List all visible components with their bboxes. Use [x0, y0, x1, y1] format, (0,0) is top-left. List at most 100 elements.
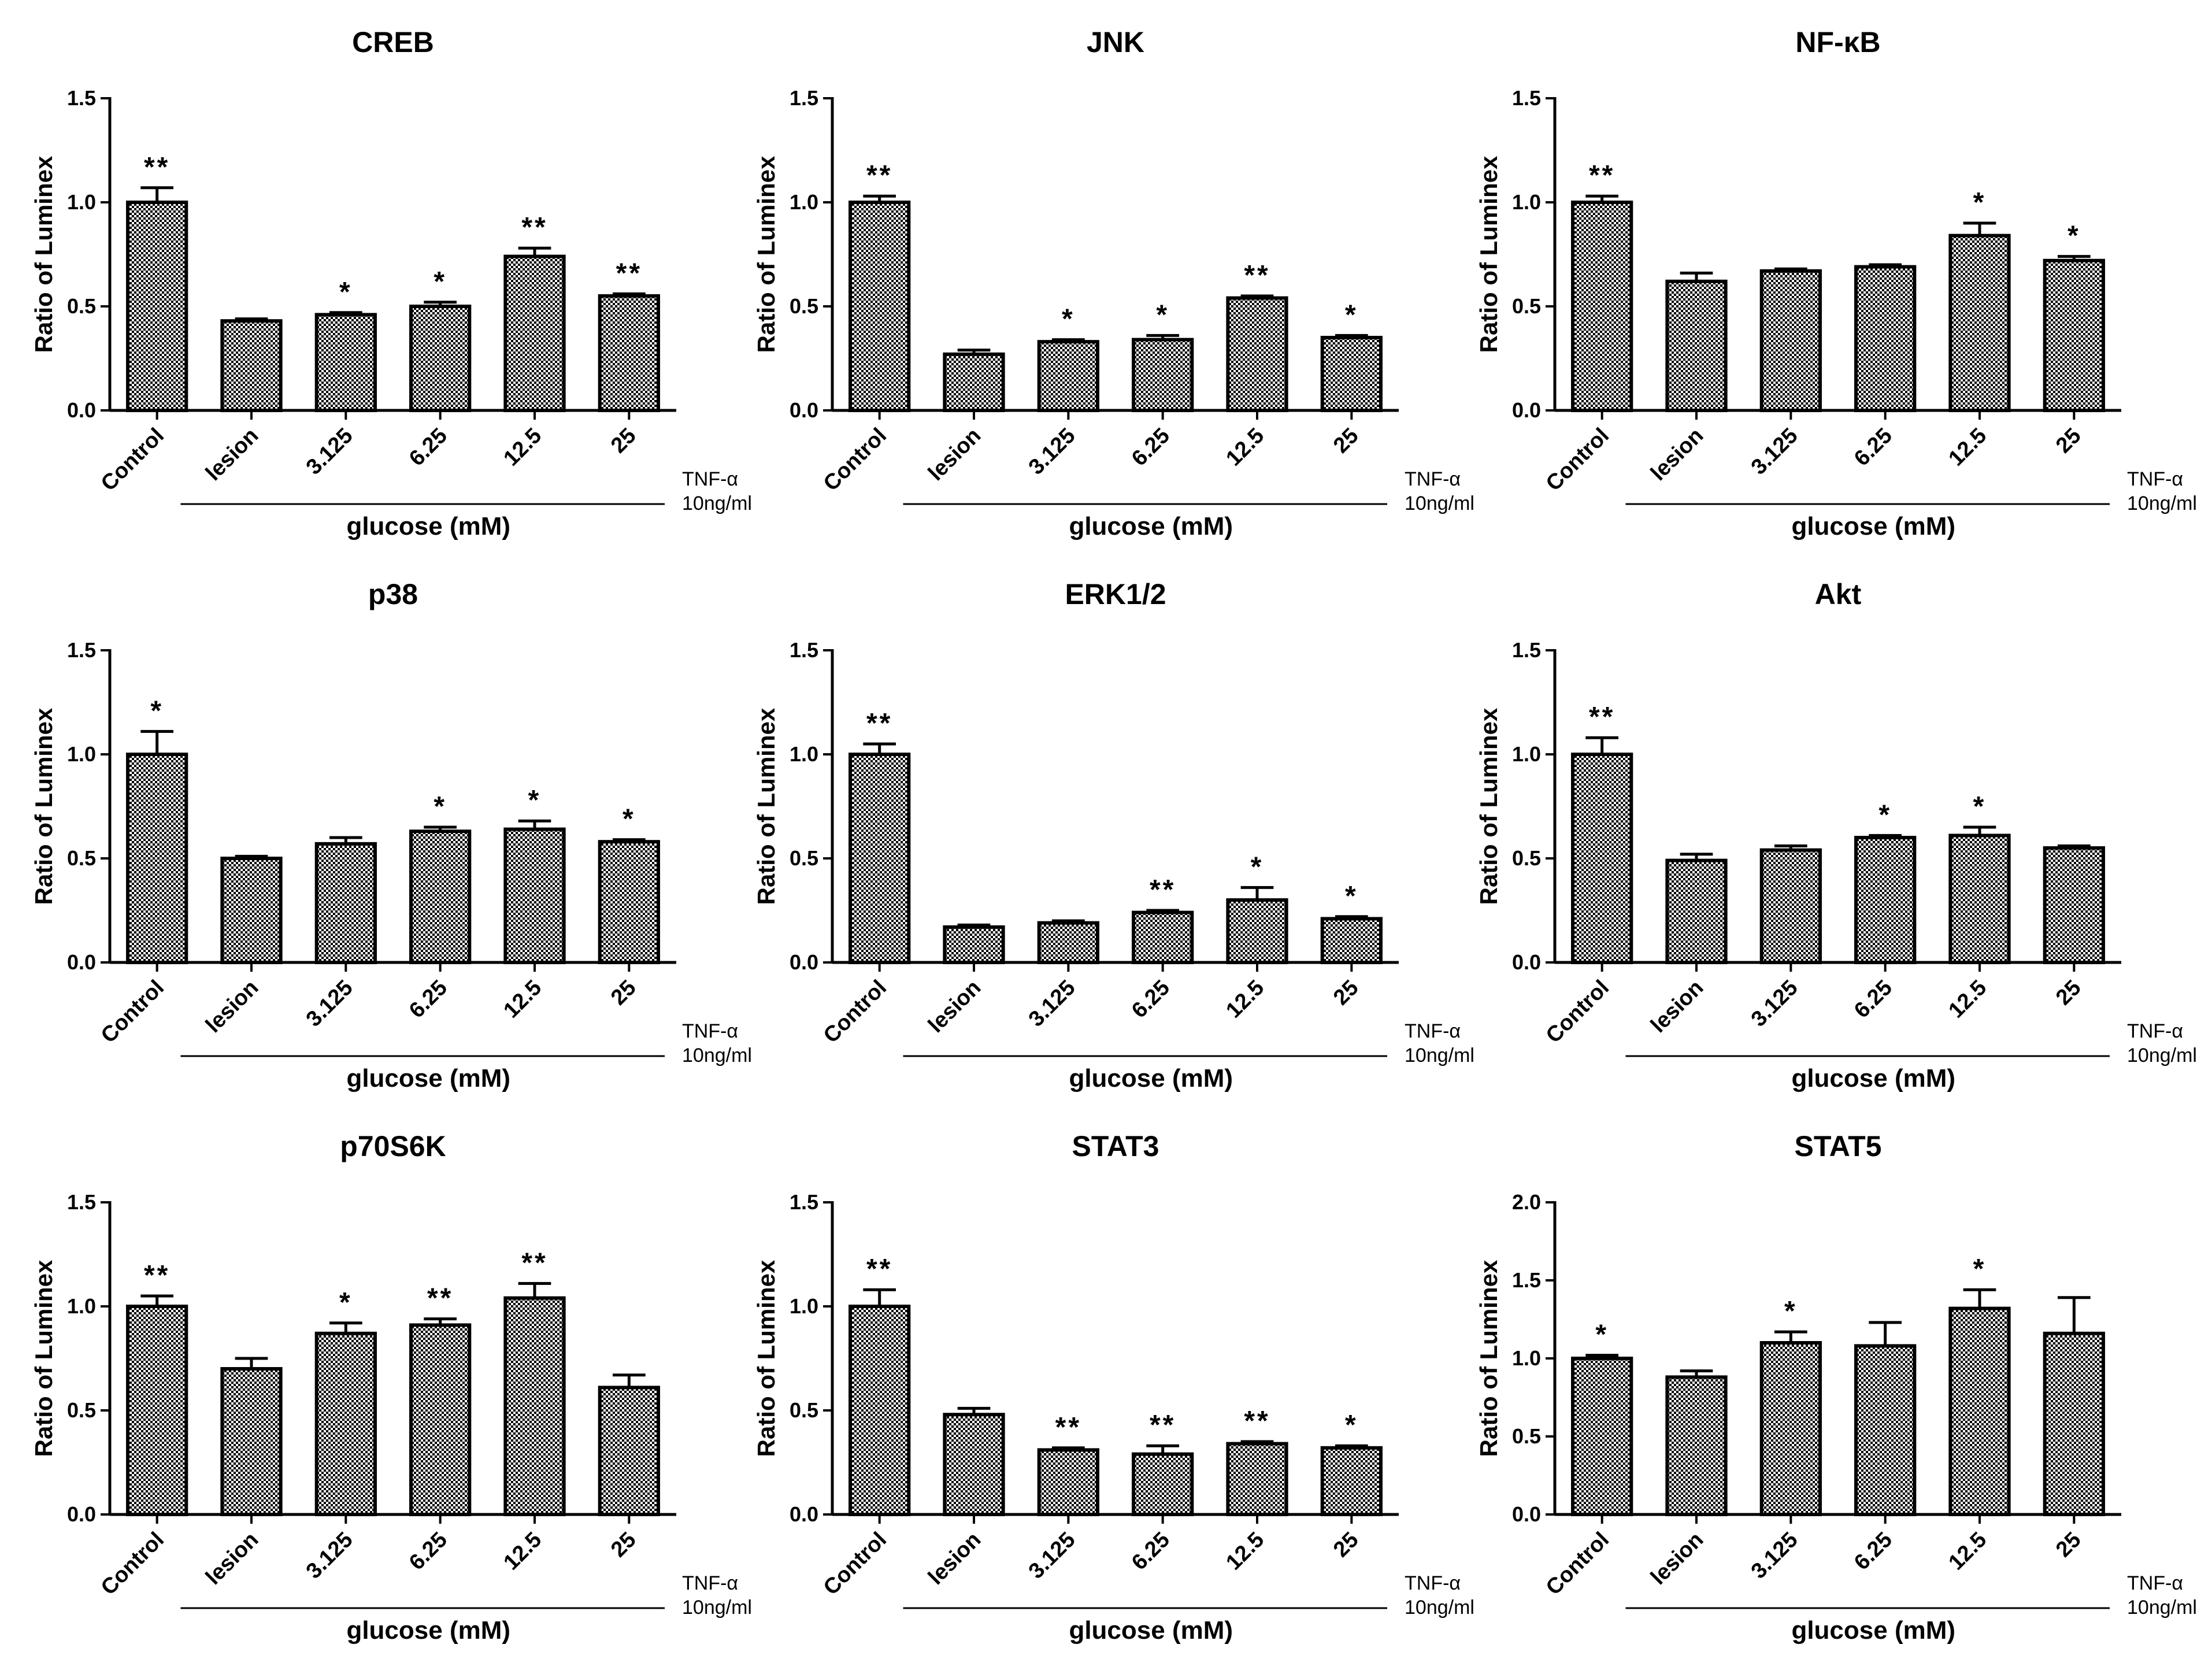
group-label: glucose (mM)	[1069, 512, 1233, 540]
x-tick-label-lesion: lesion	[1646, 1528, 1708, 1590]
treatment-concentration: 10ng/ml	[682, 1597, 752, 1619]
y-tick-label: 0.0	[790, 950, 818, 974]
treatment-label: TNF-α	[682, 1572, 738, 1594]
panel-stat3: STAT3 Ratio of Luminex 0.0 0.5 1.0 1.5 ** Contr…	[734, 1116, 1474, 1659]
bar-lesion	[220, 1367, 283, 1516]
bar-3-125	[314, 1331, 377, 1516]
group-label: glucose (mM)	[1791, 1616, 1955, 1645]
bar-12-5	[1948, 1306, 2011, 1516]
x-tick-label-25: 25	[1329, 424, 1363, 458]
y-axis-label: Ratio of Luminex	[1475, 155, 1502, 353]
x-tick-label-control: Control	[819, 1528, 891, 1600]
significance-25: *	[2068, 221, 2081, 251]
x-tick-label-lesion: lesion	[201, 1528, 263, 1590]
significance-3-125: *	[339, 277, 353, 308]
group-label: glucose (mM)	[1791, 512, 1955, 540]
chart-title-nf-b: NF-κB	[1795, 26, 1880, 58]
bar-25	[2043, 258, 2105, 412]
bar-25	[598, 840, 660, 965]
significance-control: **	[866, 160, 892, 191]
y-tick-label: 1.5	[1512, 86, 1541, 110]
x-tick-label-6-25: 6.25	[405, 976, 452, 1023]
y-tick-label: 1.0	[1512, 1346, 1541, 1370]
panel-nfkb: NF-κB Ratio of Luminex 0.0 0.5 1.0 1.5 ** Contr…	[1457, 12, 2197, 555]
significance-12-5: *	[1973, 791, 1987, 822]
treatment-label: TNF-α	[2127, 468, 2183, 490]
x-tick-label-6-25: 6.25	[405, 1528, 452, 1575]
significance-control: **	[866, 1254, 892, 1284]
bar-3-125	[314, 842, 377, 964]
x-tick-label-6-25: 6.25	[1127, 424, 1174, 471]
significance-3-125: *	[1062, 304, 1075, 335]
bar-6-25	[1132, 338, 1194, 412]
x-tick-label-12-5: 12.5	[1221, 1528, 1269, 1575]
treatment-concentration: 10ng/ml	[2127, 1045, 2197, 1066]
y-tick-label: 0.0	[67, 1502, 96, 1526]
x-tick-label-25: 25	[2051, 424, 2086, 458]
y-tick-label: 0.0	[67, 398, 96, 422]
y-tick-label: 0.5	[67, 1398, 96, 1422]
bar-6-25	[1854, 836, 1917, 964]
significance-control: **	[866, 708, 892, 739]
bar-control	[126, 201, 188, 412]
x-tick-label-control: Control	[1542, 1528, 1614, 1600]
significance-25: *	[1345, 1410, 1358, 1440]
y-tick-label: 0.0	[1512, 398, 1541, 422]
x-tick-label-25: 25	[606, 424, 641, 458]
chart-svg-stat3: STAT3 Ratio of Luminex 0.0 0.5 1.0 1.5 ** Contr…	[753, 1130, 1474, 1645]
x-tick-label-lesion: lesion	[1646, 424, 1708, 486]
treatment-label: TNF-α	[682, 1020, 738, 1042]
x-tick-label-6-25: 6.25	[1850, 424, 1897, 471]
x-tick-label-3-125: 3.125	[302, 424, 358, 480]
y-tick-label: 1.5	[67, 86, 96, 110]
y-tick-label: 0.5	[790, 294, 818, 318]
bar-6-25	[1132, 1452, 1194, 1516]
bar-6-25	[1132, 910, 1194, 964]
significance-6-25: *	[433, 791, 447, 822]
group-label: glucose (mM)	[1791, 1064, 1955, 1092]
x-tick-label-6-25: 6.25	[1850, 1528, 1897, 1575]
x-tick-label-12-5: 12.5	[1944, 1528, 1991, 1575]
bar-25	[2043, 1331, 2105, 1516]
y-tick-label: 0.5	[790, 846, 818, 870]
x-tick-label-3-125: 3.125	[1024, 976, 1080, 1032]
y-tick-label: 1.5	[790, 86, 818, 110]
significance-6-25: **	[1150, 1410, 1176, 1440]
x-tick-label-12-5: 12.5	[499, 976, 546, 1023]
y-tick-label: 0.5	[67, 294, 96, 318]
chart-title-creb: CREB	[352, 26, 434, 58]
y-tick-label: 1.0	[67, 190, 96, 214]
significance-12-5: *	[528, 785, 542, 816]
x-tick-label-3-125: 3.125	[1747, 976, 1803, 1032]
y-tick-label: 0.0	[790, 1502, 818, 1526]
treatment-concentration: 10ng/ml	[1405, 1597, 1474, 1619]
bar-lesion	[220, 319, 283, 413]
group-label: glucose (mM)	[346, 1616, 510, 1645]
y-tick-label: 1.5	[790, 638, 818, 662]
treatment-concentration: 10ng/ml	[682, 1045, 752, 1066]
x-tick-label-control: Control	[819, 424, 891, 496]
bar-control	[1571, 753, 1633, 964]
bar-3-125	[314, 313, 377, 413]
significance-12-5: **	[521, 212, 547, 243]
bar-3-125	[1759, 848, 1822, 964]
x-tick-label-6-25: 6.25	[1127, 976, 1174, 1023]
y-tick-label: 0.5	[1512, 1424, 1541, 1448]
y-axis-label: Ratio of Luminex	[30, 708, 57, 905]
bar-lesion	[943, 352, 1005, 412]
bar-6-25	[409, 305, 472, 412]
x-tick-label-12-5: 12.5	[1944, 976, 1991, 1023]
y-tick-label: 1.0	[67, 742, 96, 766]
x-tick-label-25: 25	[1329, 976, 1363, 1010]
x-tick-label-3-125: 3.125	[1024, 424, 1080, 480]
significance-25: *	[623, 804, 636, 835]
bar-12-5	[1948, 234, 2011, 412]
y-axis-label: Ratio of Luminex	[1475, 708, 1502, 905]
y-tick-label: 0.0	[790, 398, 818, 422]
y-tick-label: 1.0	[790, 742, 818, 766]
x-tick-label-lesion: lesion	[924, 1528, 985, 1590]
significance-12-5: **	[1244, 1406, 1270, 1436]
bar-6-25	[1854, 1344, 1917, 1516]
